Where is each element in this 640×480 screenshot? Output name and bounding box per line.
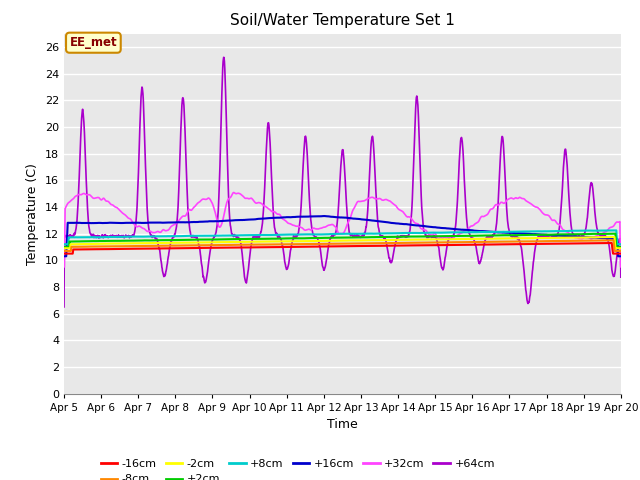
Text: EE_met: EE_met xyxy=(70,36,117,49)
X-axis label: Time: Time xyxy=(327,418,358,431)
Title: Soil/Water Temperature Set 1: Soil/Water Temperature Set 1 xyxy=(230,13,455,28)
Legend: -16cm, -8cm, -2cm, +2cm, +8cm, +16cm, +32cm, +64cm: -16cm, -8cm, -2cm, +2cm, +8cm, +16cm, +3… xyxy=(96,455,500,480)
Y-axis label: Temperature (C): Temperature (C) xyxy=(26,163,39,264)
